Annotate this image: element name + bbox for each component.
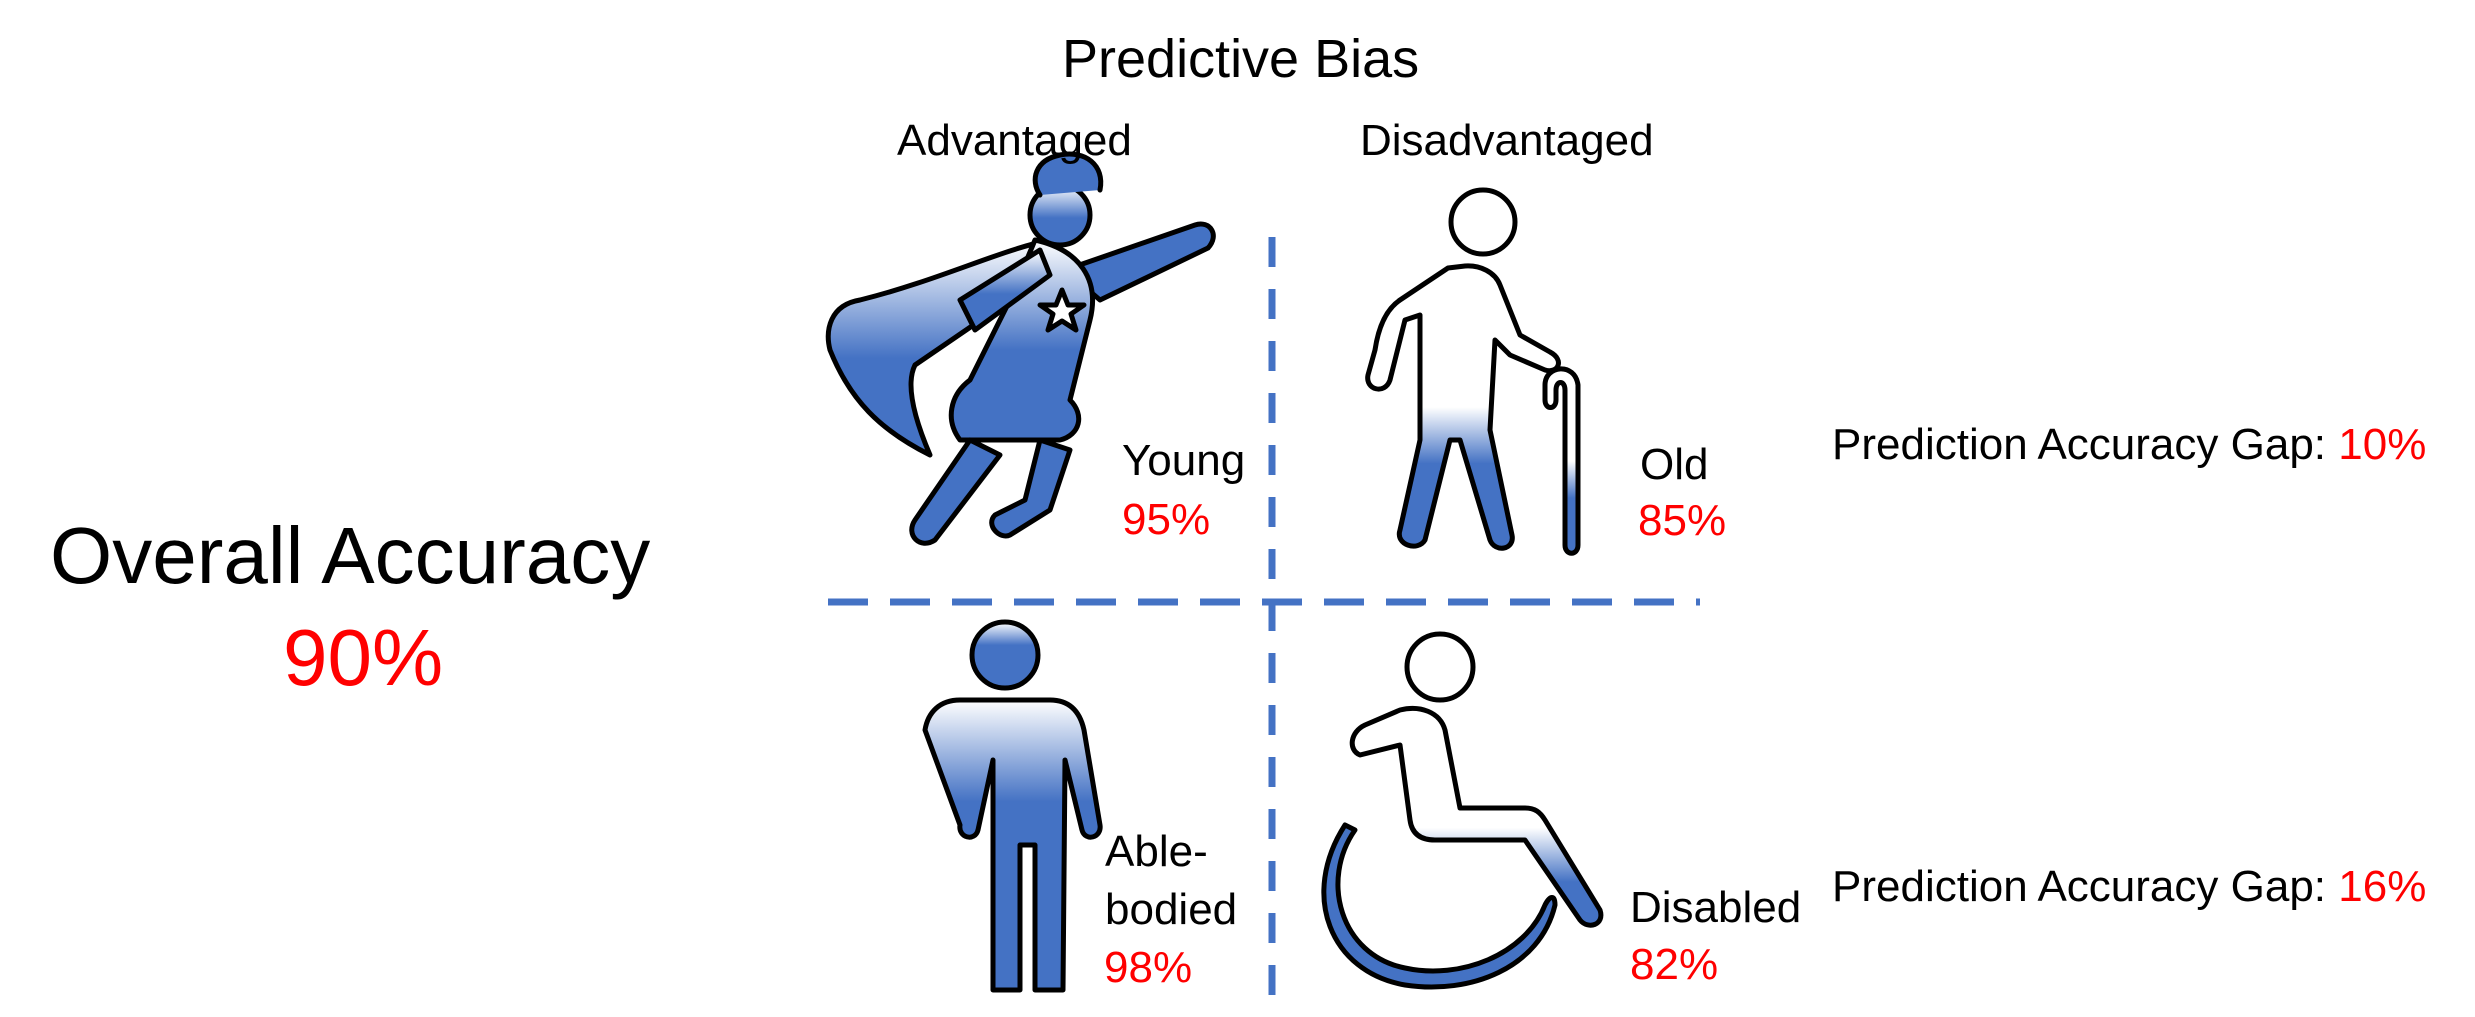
group-value-old: 85% (1638, 496, 1727, 545)
accuracy-gap-age-value: 10% (2338, 420, 2427, 469)
overall-accuracy-value: 90% (283, 613, 444, 702)
group-label-old: Old (1640, 440, 1709, 489)
wheelchair-icon (1321, 631, 1604, 990)
diagram-title: Predictive Bias (1062, 29, 1420, 89)
overall-accuracy-label: Overall Accuracy (50, 511, 651, 600)
accuracy-gap-disability-label: Prediction Accuracy Gap: (1832, 862, 2339, 911)
superhero-icon (825, 151, 1216, 546)
group-value-able-bodied: 98% (1104, 943, 1193, 992)
group-label-disabled: Disabled (1630, 883, 1802, 932)
group-label-able-bodied-line1: Able- (1105, 827, 1208, 876)
column-header-advantaged: Advantaged (897, 116, 1132, 165)
group-value-disabled: 82% (1630, 940, 1719, 989)
group-label-young: Young (1122, 436, 1246, 485)
accuracy-gap-disability-value: 16% (2338, 862, 2427, 911)
group-value-young: 95% (1122, 495, 1211, 544)
accuracy-gap-disability: Prediction Accuracy Gap: 16% (1832, 862, 2426, 912)
standing-person-icon (922, 619, 1103, 993)
accuracy-gap-age: Prediction Accuracy Gap: 10% (1832, 420, 2426, 470)
accuracy-gap-age-label: Prediction Accuracy Gap: (1832, 420, 2339, 469)
group-label-able-bodied-line2: bodied (1105, 885, 1238, 934)
column-header-disadvantaged: Disadvantaged (1360, 116, 1654, 165)
elderly-person-with-cane-icon (1365, 187, 1581, 556)
